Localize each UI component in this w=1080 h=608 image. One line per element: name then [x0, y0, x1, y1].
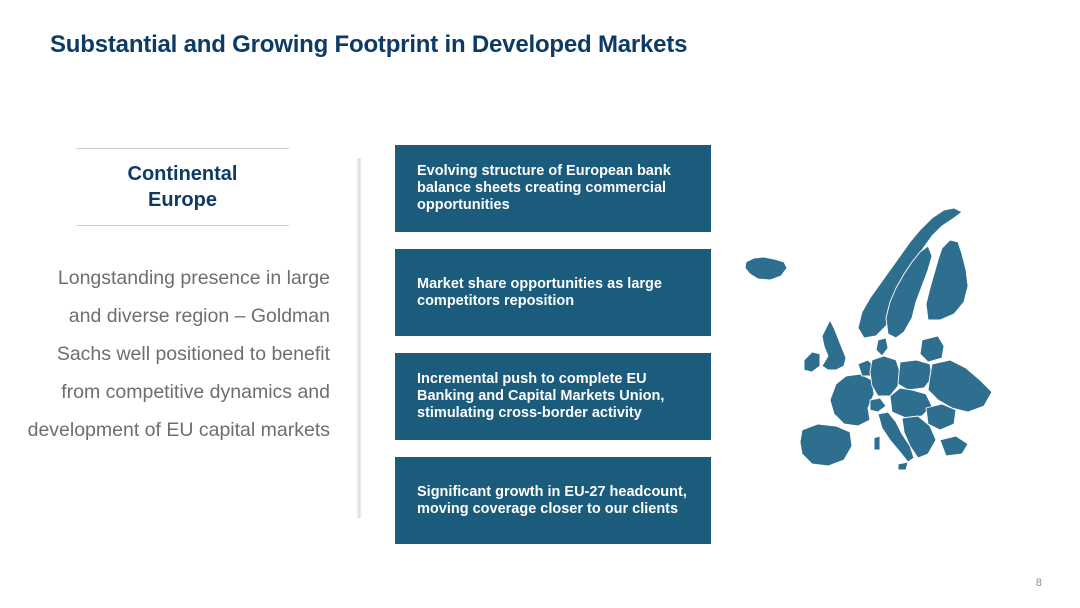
- france-shape: [829, 373, 875, 427]
- region-title: Continental Europe: [127, 163, 238, 211]
- ireland-shape: [803, 351, 821, 373]
- slide-title: Substantial and Growing Footprint in Dev…: [50, 31, 688, 58]
- germany-shape: [869, 355, 901, 397]
- opportunity-card: Significant growth in EU-27 headcount, m…: [395, 457, 711, 544]
- opportunity-card-text: Incremental push to complete EU Banking …: [417, 371, 665, 421]
- baltics-shape: [919, 335, 945, 363]
- europe-map-icon: [744, 207, 993, 471]
- switzerland-shape: [869, 397, 887, 413]
- sweden-shape: [885, 245, 933, 339]
- iberia-shape: [799, 423, 853, 467]
- iceland-shape: [744, 256, 788, 281]
- opportunity-card-text: Evolving structure of European bank bala…: [417, 163, 671, 213]
- region-description: Longstanding presence in large and diver…: [27, 267, 330, 441]
- opportunity-card: Market share opportunities as large comp…: [395, 249, 711, 336]
- uk-shape: [821, 319, 847, 371]
- page-number: 8: [1035, 577, 1042, 589]
- opportunity-card-text: Significant growth in EU-27 headcount, m…: [417, 483, 687, 517]
- opportunity-cards: Evolving structure of European bank bala…: [395, 145, 711, 561]
- opportunity-card: Evolving structure of European bank bala…: [395, 145, 711, 232]
- vertical-divider: [356, 158, 362, 518]
- region-box: Continental Europe: [76, 148, 289, 226]
- islands-shape: [873, 435, 909, 471]
- poland-shape: [897, 359, 933, 391]
- opportunity-card-text: Market share opportunities as large comp…: [417, 275, 662, 309]
- denmark-shape: [875, 337, 889, 357]
- opportunity-card: Incremental push to complete EU Banking …: [395, 353, 711, 440]
- italy-shape: [877, 411, 915, 463]
- ukraine-shape: [927, 359, 993, 413]
- turkey-shape: [939, 435, 969, 457]
- central-europe-shape: [889, 387, 933, 419]
- finland-shape: [925, 239, 969, 321]
- balkans-shape: [901, 415, 937, 459]
